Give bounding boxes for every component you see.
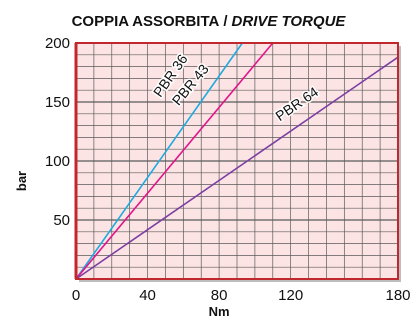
x-tick-label: 80 [211, 287, 228, 304]
y-tick-label: 150 [45, 94, 70, 111]
y-tick-label: 100 [45, 153, 70, 170]
x-tick-label: 180 [385, 287, 410, 304]
x-tick-label: 120 [278, 287, 303, 304]
y-tick-label: 50 [53, 212, 70, 229]
x-tick-label: 40 [139, 287, 156, 304]
y-axis-label: bar [14, 171, 29, 191]
y-tick-label: 200 [45, 35, 70, 52]
chart-title: COPPIA ASSORBITA / DRIVE TORQUE [0, 13, 417, 30]
series-line [75, 56, 399, 280]
title-main: COPPIA ASSORBITA [71, 13, 220, 30]
series-line [75, 42, 244, 280]
x-axis-label: Nm [209, 304, 230, 319]
title-alt: DRIVE TORQUE [231, 13, 346, 30]
x-tick-label: 0 [72, 287, 80, 304]
series-line [75, 42, 274, 280]
title-separator: / [223, 13, 228, 30]
